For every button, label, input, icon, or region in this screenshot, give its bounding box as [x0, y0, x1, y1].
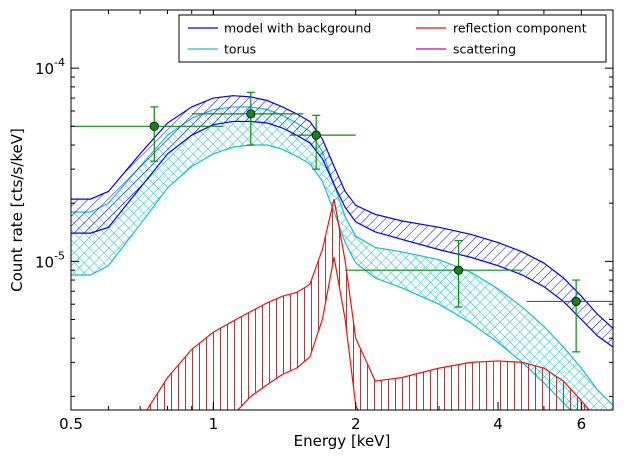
legend: model with background reflection compone…	[178, 14, 607, 63]
legend-label-reflection: reflection component	[453, 21, 587, 36]
x-tick-label: 2	[351, 415, 361, 433]
data-point-marker	[453, 265, 464, 275]
model-bands	[71, 95, 613, 410]
legend-label-torus: torus	[224, 42, 256, 57]
data-point-marker	[311, 130, 321, 140]
data-point-marker	[149, 121, 159, 131]
legend-box	[178, 14, 607, 63]
y-tick-label: 10-4	[35, 56, 65, 78]
data-point-marker	[246, 109, 256, 119]
y-axis-ticks: 10-510-4	[35, 9, 613, 397]
data-point-3	[289, 114, 356, 170]
data-points-layer	[71, 91, 613, 353]
reflection-component-lower-line	[236, 257, 359, 410]
y-tick-base: 10	[35, 253, 54, 271]
data-point-5	[526, 279, 613, 353]
data-point-marker	[571, 296, 581, 307]
x-axis-ticks: 0.5 1 2 4 6	[59, 10, 614, 433]
reflection-component-band	[146, 199, 590, 410]
data-point-2	[191, 91, 304, 146]
data-point-1	[71, 106, 224, 162]
y-tick-label: 10-5	[35, 249, 65, 271]
x-tick-label: 1	[209, 415, 219, 433]
plot-frame	[70, 9, 614, 411]
y-tick-base: 10	[35, 60, 54, 78]
legend-label-scattering: scattering	[453, 42, 516, 57]
data-point-4	[345, 240, 523, 308]
y-tick-exponent: -5	[54, 249, 65, 262]
model-with-background-upper-line	[71, 95, 613, 329]
x-axis-label: Energy [keV]	[294, 432, 391, 450]
y-axis-label: Count rate [cts/s/keV]	[8, 128, 26, 292]
x-tick-label: 0.5	[59, 415, 83, 433]
x-tick-label: 4	[493, 415, 503, 433]
reflection-component-upper-line	[146, 198, 590, 410]
x-tick-label: 6	[577, 415, 587, 433]
model-with-background-lower-line	[71, 120, 613, 348]
legend-label-model: model with background	[224, 21, 371, 36]
y-tick-exponent: -4	[54, 56, 65, 69]
